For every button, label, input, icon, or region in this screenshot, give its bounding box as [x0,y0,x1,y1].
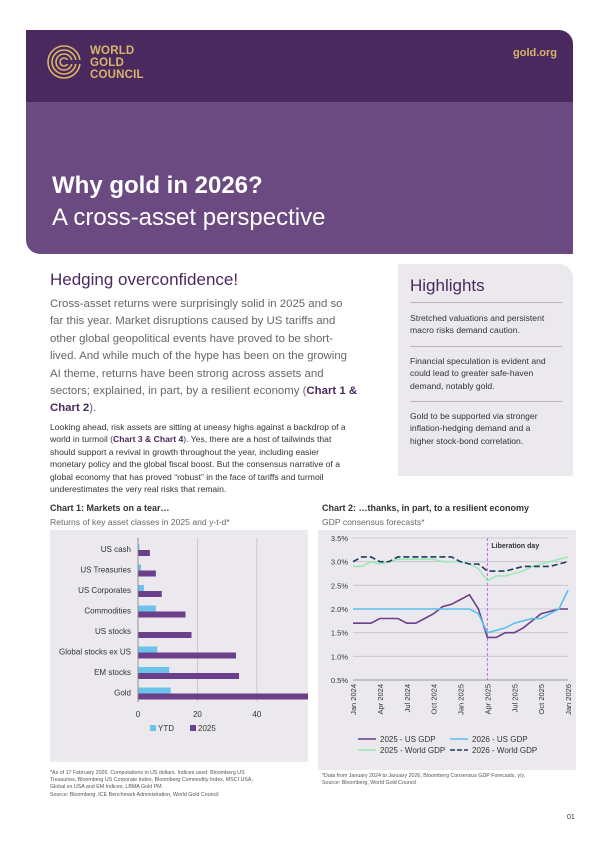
chart2-y-tick-label: 1.5% [331,629,348,638]
chart1-category-label: Gold [114,689,131,698]
page-number: 01 [567,814,575,821]
highlights-divider [410,302,562,303]
chart1-footnote: *As of 17 February 2026. Computations in… [50,770,253,798]
chart2-annotation-label: Liberation day [491,543,539,550]
header-band [26,30,573,102]
chart1-legend-swatch [150,725,156,731]
chart2-y-tick-label: 3.5% [331,534,348,543]
site-link[interactable]: gold.org [513,47,557,59]
highlights-divider [410,401,562,402]
chart2-heading: Chart 2: …thanks, in part, to a resilien… [322,503,530,513]
title-band [26,102,573,254]
chart2-series-line [353,593,568,639]
chart1-legend-label: 2025 [198,724,216,733]
lead-paragraph: Cross-asset returns were surprisingly so… [50,298,358,415]
chart1-bar-2025 [138,673,240,679]
chart1-bar-ytd [138,605,156,612]
chart1-category-label: US cash [101,545,131,554]
chart2-series-line [352,556,569,572]
chart1-category-label: US Treasuries [80,566,131,575]
highlight-item: Financial speculation is evident and coul… [410,356,546,391]
chart1-bar-ytd [138,564,141,571]
section-heading: Hedging overconfidence! [50,270,239,289]
chart2-legend-label: 2025 - US GDP [380,735,436,744]
chart2-x-tick-label: Jan 2025 [457,684,466,715]
chart2-x-tick-label: Jan 2024 [349,684,358,715]
chart1-subheading: Returns of key asset classes in 2025 and… [50,517,230,527]
chart1-background [50,530,308,762]
chart1-category-label: US stocks [95,627,131,636]
chart-ref-link[interactable]: Chart 2 [50,402,90,415]
highlights-box [398,264,573,476]
chart2-y-tick-label: 1.0% [331,652,348,661]
chart-ref-link[interactable]: Chart 1 & [306,385,358,398]
chart2-y-tick-label: 3.0% [331,558,348,567]
chart1-legend-label: YTD [158,724,174,733]
chart1-bar-2025 [138,652,237,659]
chart1-category-label: EM stocks [94,668,131,677]
chart1-tick-label: 0 [136,710,141,719]
chart1-category-label: US Corporates [78,586,131,595]
chart2-x-tick-label: Apr 2025 [483,684,492,714]
highlights-divider [410,346,562,347]
chart2-legend-label: 2025 - World GDP [380,746,445,755]
chart2-subheading: GDP consensus forecasts* [322,517,425,527]
chart2-x-tick-label: Jan 2026 [564,684,573,715]
chart2-legend-label: 2026 - US GDP [472,735,528,744]
body-paragraph: Looking ahead, risk assets are sitting a… [50,422,346,495]
chart1-category-label: Global stocks ex US [59,648,131,657]
chart1-tick-label: 40 [252,710,261,719]
chart2-footnote: *Data from January 2024 to January 2026,… [322,773,526,787]
chart2-legend-label: 2026 - World GDP [472,746,537,755]
chart2-y-tick-label: 2.5% [331,581,348,590]
chart1-bar-2025 [138,570,156,577]
chart1-bar-ytd [138,667,170,673]
chart2-x-tick-label: Jul 2025 [510,684,519,712]
chart2-y-tick-label: 2.0% [331,605,348,614]
chart1-bar-ytd [138,544,140,550]
chart2-series-line [353,589,569,634]
chart1-bar-ytd [138,585,144,591]
chart1-heading: Chart 1: Markets on a tear… [50,503,170,513]
chart2-line-chart: 0.5% 1.0% 1.5% 2.0% 2.5% 3.0% 3.5% Jan 2024 Apr … [318,530,576,770]
wgc-logo-icon [47,45,82,79]
chart1-bar-2025 [138,550,150,556]
chart1-bar-2025 [138,591,162,597]
chart2-x-tick-label: Oct 2025 [537,684,546,714]
highlights-title: Highlights [410,276,485,295]
chart1-legend-swatch [190,725,196,731]
chart2-background [318,530,576,770]
page-subtitle: A cross-asset perspective [52,204,326,231]
chart1-bar-ytd [138,646,158,653]
logo-wordmark: WORLD GOLD COUNCIL [90,45,144,81]
chart2-x-tick-label: Apr 2024 [376,684,385,714]
highlight-item: Gold to be supported via stronger inflati… [410,411,538,446]
chart1-bar-2025 [138,693,308,700]
chart1-bar-ytd [138,687,171,694]
chart1-category-label: Commodities [84,607,131,616]
chart2-y-tick-label: 0.5% [331,676,348,685]
page-title: Why gold in 2026? [52,172,263,199]
chart2-x-tick-label: Oct 2024 [430,684,439,714]
chart1-bar-2025 [138,632,192,638]
chart1-tick-label: 20 [193,710,202,719]
chart2-x-tick-label: Jul 2024 [403,684,412,712]
highlight-item: Stretched valuations and persistent macro… [410,313,545,336]
chart1-bar-2025 [138,611,186,618]
chart-ref-link[interactable]: Chart 3 & Chart 4 [113,434,184,445]
